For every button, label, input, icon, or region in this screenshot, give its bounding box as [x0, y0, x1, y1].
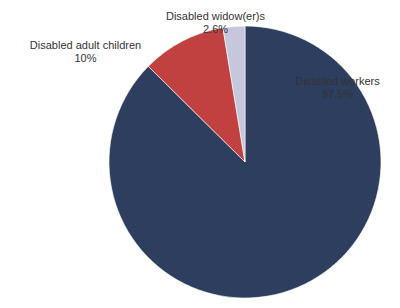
svg-text:Disabled adult children10%: Disabled adult children10% — [30, 39, 141, 64]
svg-text:Disabled widow(er)s2.6%: Disabled widow(er)s2.6% — [166, 10, 266, 35]
svg-text:Disabled workers87.5%: Disabled workers87.5% — [295, 75, 380, 100]
